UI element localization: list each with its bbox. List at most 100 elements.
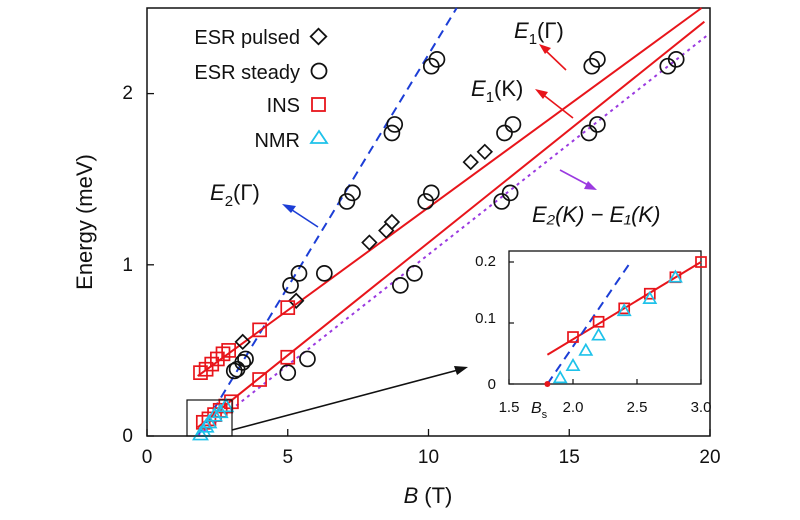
arrow-line [288,207,319,228]
inset-data-markers [552,256,707,384]
data-point-circle [315,265,333,282]
data-point-triangle [217,397,235,413]
arrow-line [540,92,574,119]
annotation-e1-k: E1(K) [471,76,574,119]
inset-nmr-point [667,269,683,283]
data-point-circle [392,276,409,294]
data-point-square [195,414,211,430]
main-data-markers [192,51,685,441]
x-tick-labels: 0 5 10 15 20 [142,447,721,468]
inset-nmr-point [552,370,568,384]
inset-nmr-point [591,327,607,341]
inset-ins-point [643,287,656,300]
inset-frame [508,250,702,385]
x-tick-label: 0 [142,447,153,468]
data-point-circle [279,364,297,382]
inset-x-tick-label: 3.0 [691,399,712,416]
data-point-square [193,365,208,381]
annot-base: E [514,18,529,43]
annot-arg: (K) [494,76,523,101]
inset-y-tick-label: 0.2 [475,253,496,270]
inset-ins-point [695,256,707,268]
inset-x-tick-label: 1.5 [499,399,520,416]
data-point-circle [580,124,598,142]
inset-nmr-point [578,342,594,356]
data-point-square [221,343,236,358]
data-point-circle [417,193,435,210]
data-point-circle [344,184,361,202]
data-point-square [252,322,267,338]
data-point-square [252,372,267,387]
inset-ins-point [592,315,605,328]
data-point-diamond [476,143,494,161]
data-point-circle [225,362,243,380]
data-point-circle [501,184,519,202]
y-tick-labels: 0 1 2 [122,83,133,447]
inset-chart: 1.5 2.0 2.5 3.0 0 0.1 0.2 Bs [475,250,712,421]
x-tick-label: 15 [559,447,580,468]
annot-base: E [210,180,225,205]
data-point-circle [282,276,299,294]
data-point-circle [428,51,446,68]
data-point-diamond [383,213,401,231]
annotation-e1-k-label: E1(K) [471,76,523,106]
inset-nmr-point [565,357,581,372]
data-point-diamond [361,234,378,251]
legend-label-esr-pulsed: ESR pulsed [194,27,300,49]
arrow-line [543,48,567,71]
y-tick-label: 1 [122,255,133,276]
data-point-circle [589,51,606,68]
annot-sub: 2 [225,193,233,210]
data-point-diamond [462,153,479,171]
inset-y-tick-labels: 0 0.1 0.2 [475,253,496,393]
y-axis-title: Energy (meV) [72,154,97,290]
data-point-circle [496,124,513,142]
inset-y-tick-label: 0.1 [475,310,496,327]
data-point-circle [383,124,401,142]
annotation-e2k-minus-e1k-label: E₂(K) − E₁(K) [532,202,660,227]
zoom-pointer-line [231,369,459,431]
y-tick-label: 2 [122,83,133,104]
data-point-circle [338,193,356,210]
arrow-head-icon [282,204,296,213]
legend-diamond-icon [309,27,328,46]
data-point-circle [299,350,316,368]
inset-fit-lines [508,261,702,385]
legend-label-nmr: NMR [254,130,300,152]
data-point-circle [422,184,440,202]
annot-sub: 1 [529,31,537,48]
data-point-square [198,361,214,377]
inset-nmr-point [616,303,632,317]
annot-sub: 1 [486,89,494,106]
zoom-pointer-arrowhead-icon [454,366,468,375]
arrow-head-icon [535,89,548,99]
legend: ESR pulsed ESR steady INS NMR [194,27,329,152]
x-axis-var: B [404,483,419,508]
x-tick-label: 20 [699,447,720,468]
arrow-head-icon [539,44,551,54]
arrow-line [559,169,591,187]
data-point-circle [589,116,606,133]
annotation-e2k-minus-e1k: E₂(K) − E₁(K) [532,169,660,227]
inset-fit-line [546,261,702,356]
data-point-circle [493,193,511,210]
data-point-diamond [287,292,305,309]
data-point-circle [504,116,522,133]
data-point-square [215,346,231,362]
inset-nmr-point [642,290,658,304]
bs-label: Bs [531,400,548,421]
x-axis-title: B (T) [404,483,453,508]
annot-arg: (Γ) [233,180,260,205]
annotation-e2-gamma: E2(Γ) [210,180,319,228]
data-point-square [210,351,225,367]
bs-marker-dot [544,381,551,387]
y-tick-label: 0 [122,426,133,447]
inset-y-tick-label: 0 [488,376,496,393]
data-point-square [204,356,220,372]
data-point-square [280,300,296,315]
annotation-e1-gamma: E1(Γ) [514,18,567,71]
data-point-square [280,349,296,365]
inset-ins-point [567,331,579,343]
arrow-head-icon [584,181,597,190]
